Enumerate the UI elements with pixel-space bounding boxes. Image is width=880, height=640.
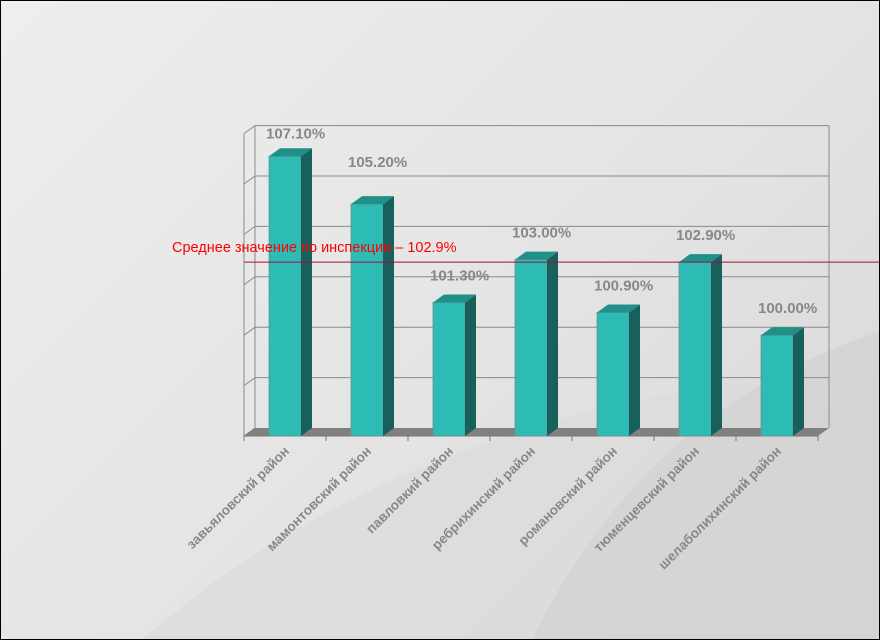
data-label: 100.90% [594,278,653,295]
bar [760,334,794,437]
data-label: 101.30% [430,267,489,284]
data-label: 103.00% [512,225,571,242]
y-axis-tick [243,276,256,286]
data-label: 105.20% [348,154,407,171]
bar-side [793,327,804,436]
bar [596,312,630,437]
bar [514,259,548,437]
bar-top [351,196,394,205]
average-reference-label: Среднее значение по инспекции – 102.9% [172,240,457,256]
y-axis-tick [243,326,256,336]
bar-top [515,251,558,260]
bar-side [711,254,722,436]
y-axis-tick [243,225,256,235]
bar-top [269,148,312,157]
bar-side [629,304,640,436]
bar-top [433,294,476,303]
y-axis-tick [243,125,256,135]
bar-side [547,251,558,436]
bar-side [383,196,394,436]
data-label: 107.10% [266,125,325,142]
y-axis-tick [243,175,256,185]
data-label: 102.90% [676,227,735,244]
y-axis-tick [243,377,256,387]
bar [432,302,466,437]
bar-top [597,304,640,313]
bar [350,203,384,437]
bar-top [761,327,804,336]
bar-side [465,294,476,436]
bar-top [679,254,722,263]
data-label: 100.00% [758,300,817,317]
bar [678,261,712,437]
bar [268,155,302,437]
bar-side [301,148,312,436]
